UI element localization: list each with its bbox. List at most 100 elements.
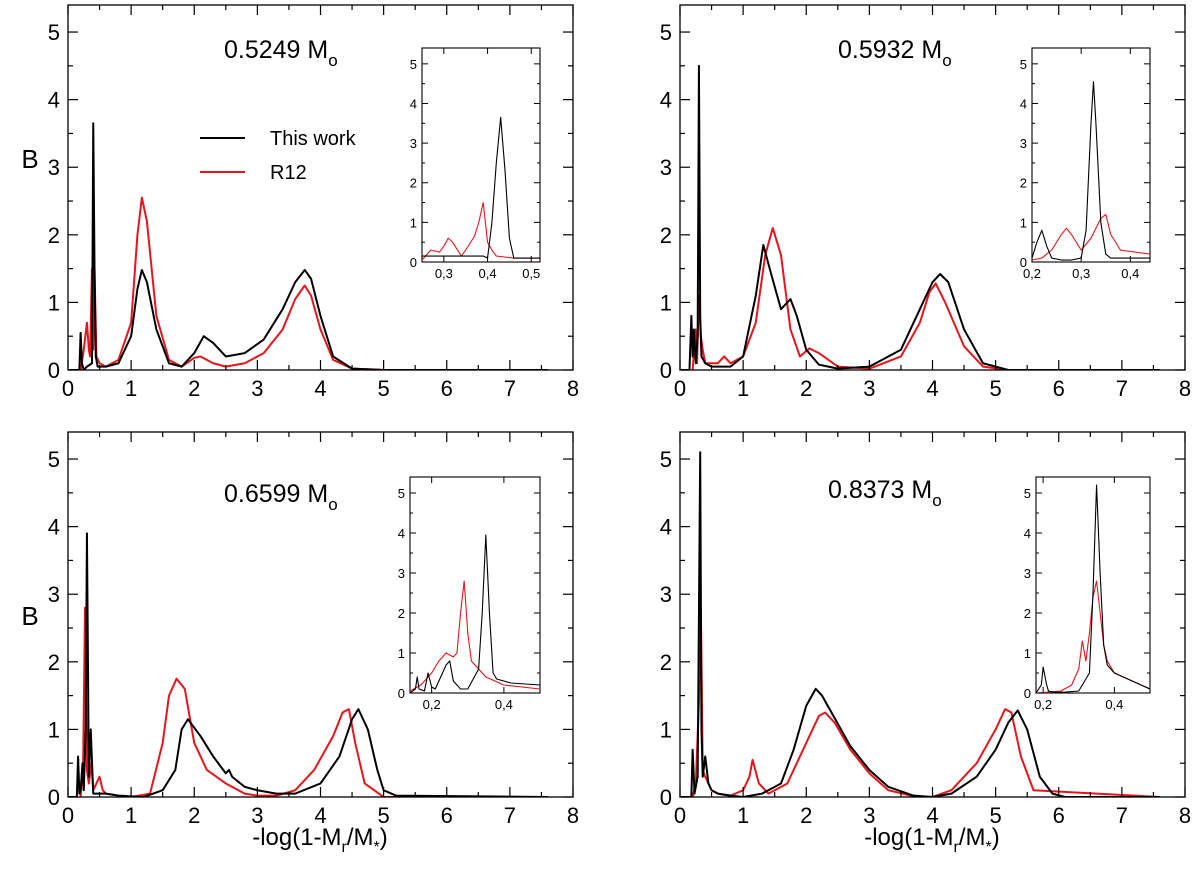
- x-tick-label: 1: [125, 376, 137, 401]
- x-tick-label: 8: [1179, 376, 1191, 401]
- inset-y-tick-label: 3: [1024, 566, 1031, 581]
- inset-y-tick-label: 0: [1024, 686, 1031, 701]
- y-tick-label: 2: [660, 650, 672, 675]
- panel-1: 0 1 2 3 4 5 6 7 8 0 1 2 3 4 5 0.5249 Mo 0 1 2 3 4 5 0,3 0,4 0,5 T…: [48, 4, 579, 401]
- y-tick-label: 1: [48, 290, 60, 315]
- mass-label: 0.6599 Mo: [224, 480, 338, 514]
- y-tick-label: 5: [660, 20, 672, 45]
- inset-y-tick-label: 5: [1024, 486, 1031, 501]
- inset-3: 0 1 2 3 4 5 0,2 0,4: [398, 476, 541, 712]
- panel-3: 0 1 2 3 4 5 6 7 8 0 1 2 3 4 5 0.6599 Mo 0 1 2 3 4 5 0,2 0,4: [48, 431, 579, 828]
- inset-y-tick-label: 3: [398, 566, 405, 581]
- inset-y-tick-label: 4: [398, 526, 405, 541]
- series-line-r12: [691, 227, 1160, 370]
- inset-y-tick-label: 1: [410, 215, 417, 230]
- inset-line-r12: [422, 202, 540, 261]
- series-line-this-work: [680, 64, 1160, 370]
- mass-subscript: o: [942, 51, 951, 70]
- y-tick-label: 0: [660, 358, 672, 383]
- x-tick-label: 6: [441, 376, 453, 401]
- panel-2: 0 1 2 3 4 5 6 7 8 0 1 2 3 4 5 0.5932 Mo 0 1 2 3 4 5 0,2 0,3 0,4: [660, 4, 1191, 401]
- x-tick-label: 8: [567, 803, 579, 828]
- x-axis-label-prefix: -log(1-M: [864, 824, 953, 851]
- x-axis-label-sub2: *: [986, 839, 992, 856]
- inset-y-tick-label: 2: [410, 176, 417, 191]
- inset-series-group: [1036, 484, 1150, 693]
- x-tick-label: 5: [990, 376, 1002, 401]
- mass-subscript: o: [932, 491, 941, 510]
- x-axis-label-sub2: *: [374, 839, 380, 856]
- inset-x-tick-label: 0,4: [495, 697, 513, 712]
- inset-x-tick-label: 0,3: [435, 266, 453, 281]
- inset-y-tick-label: 5: [1020, 57, 1027, 72]
- x-axis-label-mid: /M: [959, 824, 986, 851]
- x-tick-label: 7: [504, 803, 516, 828]
- x-tick-label: 1: [737, 376, 749, 401]
- x-tick-label: 7: [1116, 376, 1128, 401]
- x-tick-label: 5: [378, 803, 390, 828]
- inset-x-tick-label: 0,4: [1121, 266, 1139, 281]
- x-tick-label: 6: [441, 803, 453, 828]
- inset-frame: [421, 47, 541, 263]
- series-line-this-work: [68, 532, 548, 797]
- inset-frame: [1031, 47, 1151, 263]
- y-axis-label: B: [21, 144, 38, 174]
- x-axis-label-sub1: r: [342, 839, 348, 856]
- mass-value: 0.5932 M: [838, 36, 942, 64]
- x-tick-label: 0: [62, 803, 74, 828]
- inset-4: 0 1 2 3 4 5 0,2 0,4: [1024, 476, 1151, 712]
- x-axis-label: -log(1-Mr/M*): [252, 824, 388, 856]
- inset-y-tick-label: 1: [1020, 215, 1027, 230]
- y-tick-label: 1: [660, 290, 672, 315]
- panel-4: 0 1 2 3 4 5 6 7 8 0 1 2 3 4 5 0.8373 Mo 0 1 2 3 4 5 0,2 0,4: [660, 431, 1191, 828]
- mass-value: 0.6599 M: [224, 480, 328, 508]
- inset-y-tick-label: 2: [1024, 606, 1031, 621]
- series-group: [68, 122, 548, 370]
- x-tick-label: 2: [800, 376, 812, 401]
- y-axis-label: B: [21, 601, 38, 631]
- x-tick-label: 4: [314, 803, 326, 828]
- x-axis-label: -log(1-Mr/M*): [864, 824, 1000, 856]
- x-tick-label: 3: [863, 803, 875, 828]
- inset-x-tick-label: 0,4: [1105, 697, 1123, 712]
- mass-subscript: o: [328, 51, 337, 70]
- y-tick-label: 5: [48, 20, 60, 45]
- x-tick-label: 3: [251, 803, 263, 828]
- inset-y-tick-label: 4: [410, 96, 417, 111]
- x-axis-label-prefix: -log(1-M: [252, 824, 341, 851]
- inset-y-tick-label: 2: [1020, 176, 1027, 191]
- inset-y-tick-label: 1: [1024, 646, 1031, 661]
- y-tick-label: 3: [48, 582, 60, 607]
- inset-x-tick-label: 0,4: [479, 266, 497, 281]
- x-tick-label: 2: [188, 376, 200, 401]
- series-group: [680, 451, 1160, 797]
- x-tick-label: 4: [926, 803, 938, 828]
- inset-line-r12: [1032, 213, 1150, 261]
- series-line-r12: [691, 606, 1160, 797]
- inset-frame: [409, 476, 541, 694]
- y-tick-label: 0: [48, 785, 60, 810]
- x-axis-label-suffix: ): [380, 824, 388, 851]
- mass-subscript: o: [328, 495, 337, 514]
- x-tick-label: 7: [504, 376, 516, 401]
- y-tick-label: 2: [48, 223, 60, 248]
- y-tick-label: 5: [48, 447, 60, 472]
- x-tick-label: 2: [188, 803, 200, 828]
- inset-series-group: [422, 116, 540, 261]
- x-tick-label: 4: [926, 376, 938, 401]
- inset-x-tick-label: 0,2: [423, 697, 441, 712]
- inset-y-tick-label: 5: [410, 57, 417, 72]
- x-tick-label: 0: [674, 376, 686, 401]
- series-group: [68, 532, 548, 797]
- x-tick-label: 0: [62, 376, 74, 401]
- mass-value: 0.5249 M: [224, 36, 328, 64]
- x-axis-label-mid: /M: [347, 824, 374, 851]
- x-tick-label: 5: [990, 803, 1002, 828]
- y-tick-label: 2: [48, 650, 60, 675]
- y-tick-label: 4: [48, 88, 60, 113]
- inset-y-tick-label: 0: [410, 255, 417, 270]
- inset-line-r12: [410, 580, 540, 692]
- x-tick-label: 1: [125, 803, 137, 828]
- y-tick-label: 5: [660, 447, 672, 472]
